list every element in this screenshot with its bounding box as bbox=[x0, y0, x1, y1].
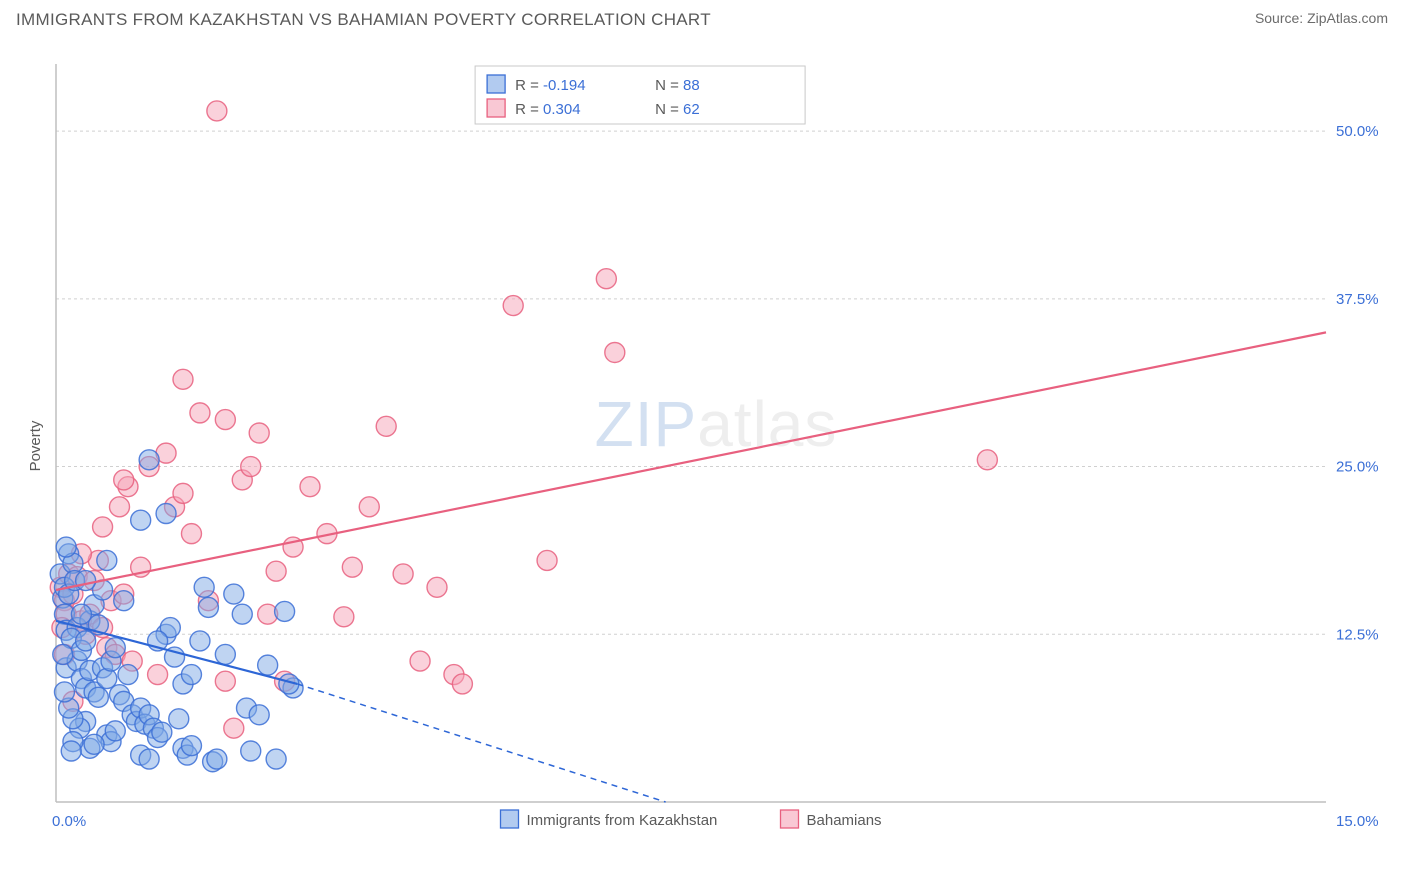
data-point bbox=[105, 638, 125, 658]
data-point bbox=[61, 741, 81, 761]
data-point bbox=[148, 665, 168, 685]
data-point bbox=[410, 651, 430, 671]
data-point bbox=[249, 705, 269, 725]
data-point bbox=[359, 497, 379, 517]
y-axis-label: Poverty bbox=[27, 421, 44, 472]
data-point bbox=[241, 741, 261, 761]
data-point bbox=[198, 597, 218, 617]
data-point bbox=[194, 577, 214, 597]
data-point bbox=[54, 682, 74, 702]
data-point bbox=[342, 557, 362, 577]
data-point bbox=[207, 101, 227, 121]
data-point bbox=[215, 671, 235, 691]
data-point bbox=[503, 296, 523, 316]
data-point bbox=[215, 644, 235, 664]
chart-area: ZIPatlas 12.5%25.0%37.5%50.0%0.0%15.0%R … bbox=[46, 54, 1386, 842]
data-point bbox=[215, 410, 235, 430]
data-point bbox=[224, 718, 244, 738]
data-point bbox=[156, 504, 176, 524]
data-point bbox=[224, 584, 244, 604]
data-point bbox=[105, 721, 125, 741]
y-tick-label: 12.5% bbox=[1336, 626, 1379, 643]
source-prefix: Source: bbox=[1255, 10, 1307, 26]
data-point bbox=[139, 749, 159, 769]
data-point bbox=[139, 450, 159, 470]
data-point bbox=[232, 604, 252, 624]
data-point bbox=[537, 550, 557, 570]
data-point bbox=[93, 517, 113, 537]
data-point bbox=[300, 477, 320, 497]
data-point bbox=[114, 591, 134, 611]
data-point bbox=[56, 537, 76, 557]
scatter-plot: 12.5% 25.0% 37.5% 50.0% 0.0% 15.0% R = -0.194 N… bbox=[46, 54, 1386, 842]
legend-swatch-b bbox=[487, 99, 505, 117]
data-point bbox=[190, 631, 210, 651]
data-point bbox=[249, 423, 269, 443]
data-point bbox=[207, 749, 227, 769]
data-point bbox=[181, 524, 201, 544]
data-point bbox=[596, 269, 616, 289]
data-point bbox=[393, 564, 413, 584]
data-point bbox=[241, 457, 261, 477]
chart-header: IMMIGRANTS FROM KAZAKHSTAN VS BAHAMIAN P… bbox=[0, 0, 1406, 46]
data-point bbox=[152, 722, 172, 742]
legend-n-b: N = 62 bbox=[655, 101, 700, 118]
data-point bbox=[53, 644, 73, 664]
legend-swatch-a bbox=[487, 75, 505, 93]
data-point bbox=[977, 450, 997, 470]
data-point bbox=[131, 510, 151, 530]
source-name: ZipAtlas.com bbox=[1307, 10, 1388, 26]
data-point bbox=[71, 604, 91, 624]
data-point bbox=[110, 497, 130, 517]
data-point bbox=[181, 665, 201, 685]
data-point bbox=[376, 416, 396, 436]
x-tick-max: 15.0% bbox=[1336, 813, 1379, 830]
legend-bottom-label-b: Bahamians bbox=[807, 812, 882, 829]
data-point bbox=[76, 571, 96, 591]
data-point bbox=[118, 665, 138, 685]
legend-r-a: R = -0.194 bbox=[515, 77, 585, 94]
data-point bbox=[97, 550, 117, 570]
data-point bbox=[452, 674, 472, 694]
data-point bbox=[266, 749, 286, 769]
source-label: Source: ZipAtlas.com bbox=[1255, 10, 1388, 26]
data-point bbox=[190, 403, 210, 423]
data-point bbox=[275, 601, 295, 621]
data-point bbox=[169, 709, 189, 729]
legend-bottom-swatch-b bbox=[781, 810, 799, 828]
data-point bbox=[605, 342, 625, 362]
data-point bbox=[334, 607, 354, 627]
data-point bbox=[76, 631, 96, 651]
legend-n-a: N = 88 bbox=[655, 77, 700, 94]
data-point bbox=[88, 687, 108, 707]
data-point bbox=[258, 655, 278, 675]
data-point bbox=[84, 734, 104, 754]
legend-r-b: R = 0.304 bbox=[515, 101, 580, 118]
data-point bbox=[181, 736, 201, 756]
y-tick-label: 25.0% bbox=[1336, 459, 1379, 476]
legend-bottom-swatch-a bbox=[501, 810, 519, 828]
data-point bbox=[266, 561, 286, 581]
x-tick-min: 0.0% bbox=[52, 813, 86, 830]
trendline-a-dashed bbox=[297, 684, 665, 802]
legend-bottom-label-a: Immigrants from Kazakhstan bbox=[527, 812, 718, 829]
y-tick-label: 37.5% bbox=[1336, 291, 1379, 308]
data-point bbox=[173, 369, 193, 389]
chart-title: IMMIGRANTS FROM KAZAKHSTAN VS BAHAMIAN P… bbox=[16, 10, 711, 30]
data-point bbox=[114, 470, 134, 490]
data-point bbox=[173, 483, 193, 503]
data-point bbox=[97, 669, 117, 689]
data-point bbox=[427, 577, 447, 597]
y-tick-label: 50.0% bbox=[1336, 123, 1379, 140]
